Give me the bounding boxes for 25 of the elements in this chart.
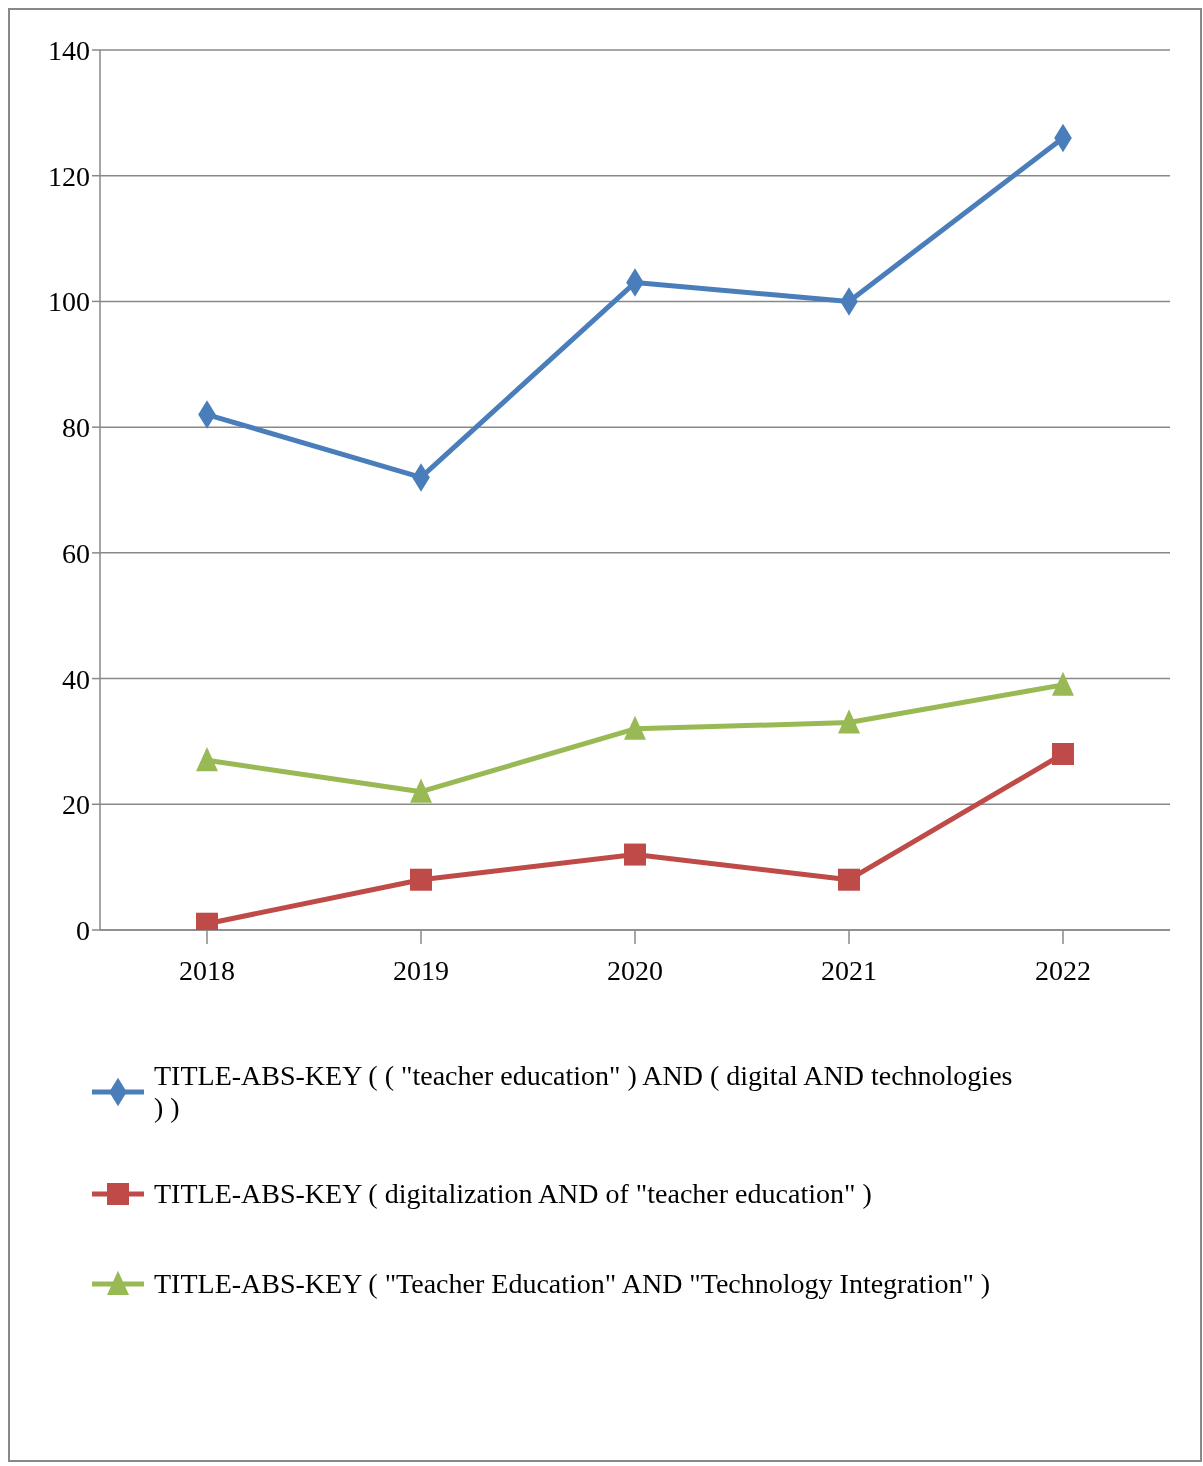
y-tick-label: 120 xyxy=(48,160,90,192)
y-tick-label: 80 xyxy=(62,412,90,444)
legend-label: TITLE-ABS-KEY ( digitalization AND of "teacher education" ) xyxy=(154,1178,872,1210)
point xyxy=(624,715,646,740)
y-tick-label: 20 xyxy=(62,789,90,821)
point xyxy=(838,868,860,891)
y-tick-label: 100 xyxy=(48,286,90,318)
x-tick-label: 2021 xyxy=(821,954,877,986)
x-tick-label: 2019 xyxy=(393,954,449,986)
point xyxy=(196,747,218,772)
y-tick-label: 140 xyxy=(48,34,90,66)
point xyxy=(1052,743,1074,765)
point xyxy=(1052,671,1074,696)
point xyxy=(838,709,860,734)
legend-label: TITLE-ABS-KEY ( ( "teacher education" ) AND ( digital AND technologies ) ) xyxy=(154,1060,1014,1124)
y-tick-label: 40 xyxy=(62,663,90,695)
y-tick-label: 0 xyxy=(76,914,90,946)
point xyxy=(410,778,432,803)
point xyxy=(624,843,646,866)
x-tick-label: 2020 xyxy=(607,954,663,986)
point xyxy=(410,868,432,891)
x-tick-label: 2018 xyxy=(179,954,235,986)
legend-label: TITLE-ABS-KEY ( "Teacher Education" AND "Technology Integration" ) xyxy=(154,1268,991,1300)
x-tick-label: 2022 xyxy=(1035,954,1091,986)
y-tick-label: 60 xyxy=(62,537,90,569)
